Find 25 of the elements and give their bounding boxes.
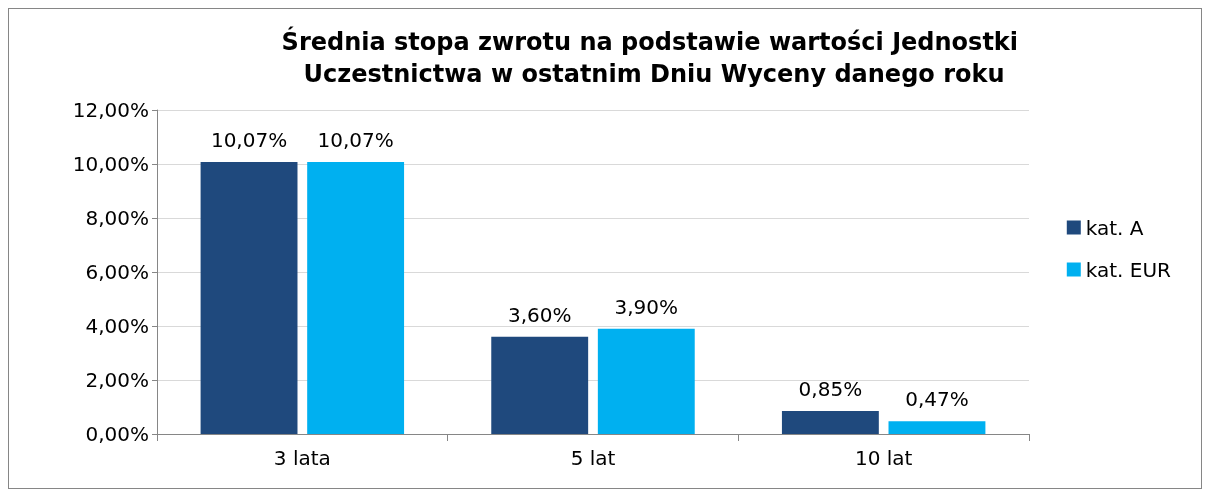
chart-title: Średnia stopa zwrotu na podstawie wartości Jednostki Uczestnictwa w ostatnim Dniu Wyceny danego roku <box>281 26 1027 88</box>
x-tick-label: 10 lat <box>854 446 913 470</box>
bar <box>307 162 405 434</box>
bar <box>781 411 879 434</box>
data-label: 10,07% <box>210 128 288 153</box>
y-tick-label: 0,00% <box>85 422 149 446</box>
x-tick-label: 5 lat <box>570 446 616 470</box>
y-tick-label: 6,00% <box>85 260 149 284</box>
y-tick-label: 8,00% <box>85 206 149 230</box>
y-tick-label: 12,00% <box>72 98 149 122</box>
y-tick-label: 4,00% <box>85 314 149 338</box>
y-tick-label: 10,00% <box>72 152 149 176</box>
bar <box>200 162 298 434</box>
x-tick-label: 3 lata <box>273 446 331 470</box>
data-label: 3,90% <box>614 294 679 319</box>
data-label: 3,60% <box>507 302 572 327</box>
bar <box>597 328 695 434</box>
bar <box>888 421 986 434</box>
legend-label: kat. EUR <box>1085 257 1172 282</box>
y-tick-label: 2,00% <box>85 368 149 392</box>
bar <box>491 336 589 434</box>
legend-label: kat. A <box>1085 215 1144 240</box>
data-label: 10,07% <box>317 128 394 153</box>
data-label: 0,85% <box>798 377 863 402</box>
data-label: 0,47% <box>905 387 969 412</box>
